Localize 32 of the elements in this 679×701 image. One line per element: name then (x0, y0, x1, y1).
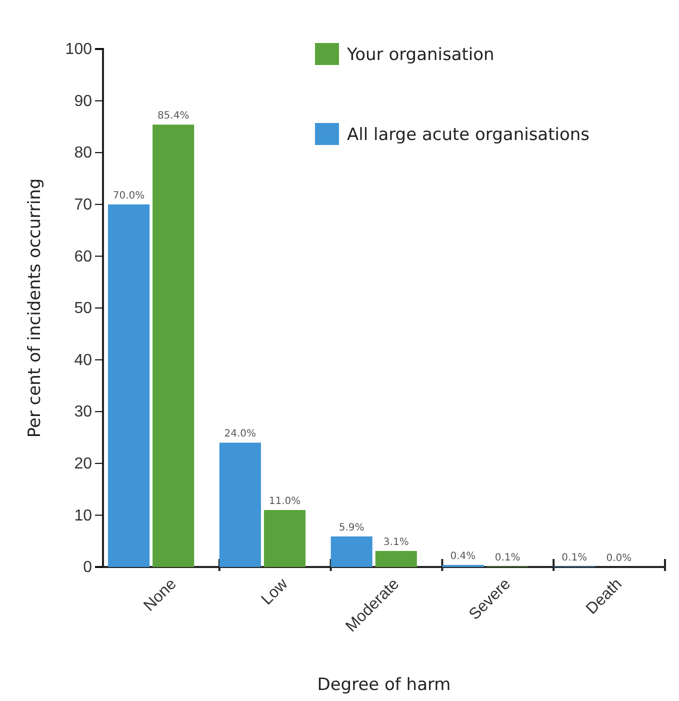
data-label: 24.0% (224, 428, 256, 440)
data-label: 5.9% (338, 522, 364, 534)
y-tick-label: 90 (74, 92, 92, 110)
bar (152, 124, 194, 567)
data-label: 3.1% (383, 536, 409, 548)
y-tick-label: 30 (74, 404, 92, 421)
data-label: 85.4% (157, 110, 190, 122)
y-tick-label: 60 (74, 248, 92, 266)
y-tick-label: 100 (65, 41, 92, 58)
y-tick-label: 20 (74, 456, 92, 473)
legend-label: Your organisation (346, 45, 494, 65)
y-tick-label: 50 (74, 300, 92, 318)
y-tick-label: 80 (74, 144, 92, 162)
data-label: 0.1% (494, 552, 520, 564)
data-label: 0.0% (606, 553, 632, 564)
data-label: 0.4% (450, 550, 476, 562)
y-tick-label: 10 (74, 507, 92, 524)
data-label: 70.0% (112, 190, 145, 202)
legend-label: All large acute organisations (347, 125, 590, 145)
bar (330, 536, 372, 567)
x-axis-title: Degree of harm (317, 675, 451, 695)
y-tick-label: 40 (74, 352, 92, 369)
y-tick-label: 70 (74, 196, 92, 214)
bar (375, 550, 417, 567)
y-tick-label: 0 (83, 559, 92, 576)
x-tick-label: Low (258, 575, 292, 608)
data-label: 11.0% (268, 496, 301, 508)
y-axis-title: Per cent of incidents occurring (25, 178, 45, 438)
bar (264, 510, 306, 567)
data-label: 0.1% (562, 552, 588, 564)
bar (108, 204, 150, 567)
bar (219, 442, 261, 567)
